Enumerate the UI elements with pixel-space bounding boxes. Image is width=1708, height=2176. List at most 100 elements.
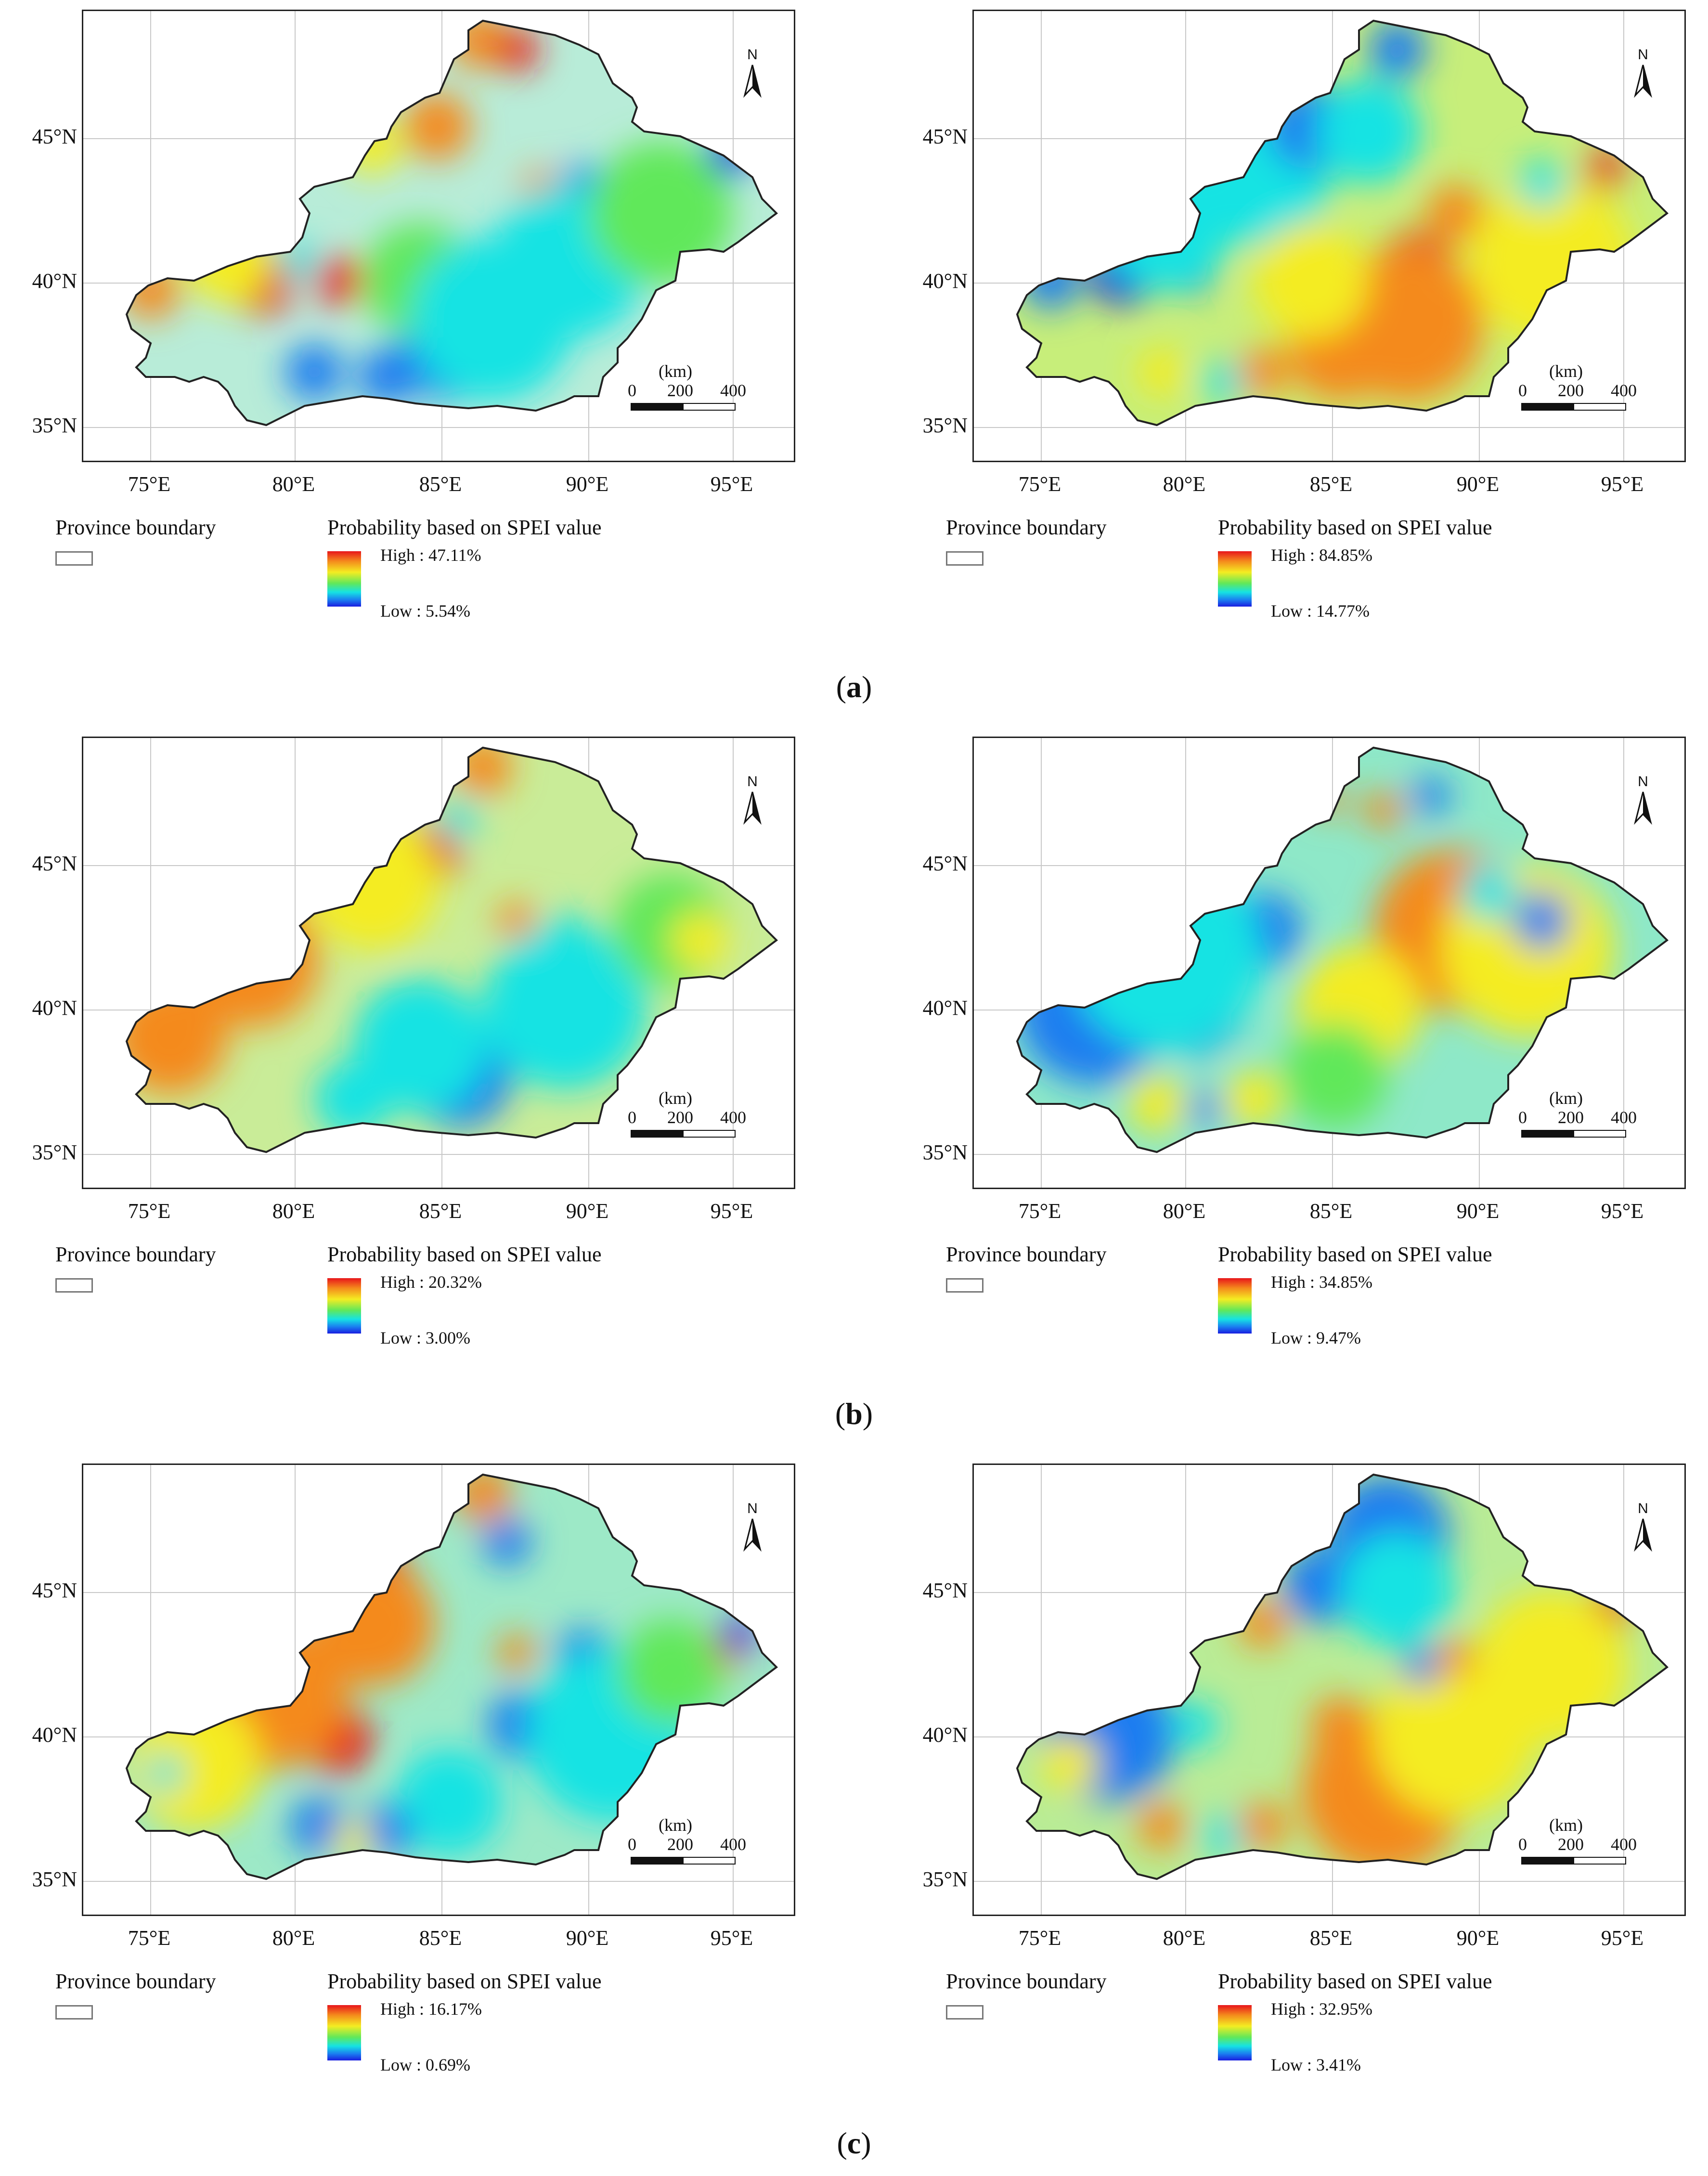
legend-boundary-title: Province boundary <box>55 516 216 539</box>
scale-bar: (km) 0 200 400 <box>1518 1815 1637 1865</box>
legend-high-value: High : 16.17% <box>380 1999 482 2019</box>
lon-label-90: 90°E <box>566 472 609 496</box>
north-arrow: N <box>743 47 762 98</box>
hotspot <box>1203 360 1246 403</box>
hotspot <box>310 1561 435 1686</box>
hotspot <box>360 1804 413 1857</box>
hotspot <box>1188 1092 1222 1126</box>
legend-boundary-title: Province boundary <box>946 516 1107 539</box>
svg-text:0: 0 <box>628 381 636 400</box>
hotspot <box>184 892 319 1027</box>
svg-text:400: 400 <box>720 1835 746 1854</box>
lat-label-35: 35°N <box>32 1140 77 1164</box>
legend-probability-title: Probability based on SPEI value <box>1218 1969 1492 1993</box>
scale-bar: (km) 0 200 400 <box>628 1088 746 1138</box>
hotspot <box>1239 348 1287 396</box>
lon-label-80: 80°E <box>1163 472 1206 496</box>
hotspot <box>1518 160 1566 208</box>
lon-label-90: 90°E <box>1456 472 1500 496</box>
svg-text:N: N <box>747 1501 758 1516</box>
svg-text:(km): (km) <box>659 1088 692 1108</box>
legend-boundary-title: Province boundary <box>946 1243 1107 1266</box>
hotspot <box>1330 247 1484 401</box>
hotspot <box>1203 1814 1246 1857</box>
svg-text:200: 200 <box>667 381 693 400</box>
hotspot <box>497 902 536 940</box>
map-frame: N (km) 0 200 400 <box>82 10 795 462</box>
hotspot <box>1585 151 1624 189</box>
svg-text:0: 0 <box>628 1108 636 1127</box>
lat-label-45: 45°N <box>32 852 77 875</box>
hotspot <box>1373 1653 1537 1816</box>
lon-label-85: 85°E <box>1309 472 1353 496</box>
lat-label-45: 45°N <box>922 125 968 148</box>
hotspot <box>1316 78 1422 184</box>
lat-label-40: 40°N <box>32 996 77 1020</box>
lon-label-75: 75°E <box>1018 1199 1061 1223</box>
lon-label-80: 80°E <box>1163 1199 1206 1223</box>
legend-boundary-title: Province boundary <box>946 1969 1107 1993</box>
svg-text:N: N <box>747 774 758 790</box>
legend-probability-title: Probability based on SPEI value <box>1218 1243 1492 1266</box>
hotspot <box>618 1619 724 1725</box>
hotspot <box>358 348 415 406</box>
legend-low-value: Low : 0.69% <box>380 2055 470 2074</box>
lon-label-75: 75°E <box>128 1199 171 1223</box>
hotspot <box>1070 858 1263 1051</box>
legend-boundary-swatch <box>55 2005 93 2020</box>
hotspot <box>1369 21 1426 78</box>
north-arrow: N <box>1634 47 1652 98</box>
north-arrow: N <box>743 774 762 825</box>
lon-label-80: 80°E <box>272 472 315 496</box>
north-arrow: N <box>743 1501 762 1552</box>
hotspot <box>1138 348 1186 396</box>
lon-label-75: 75°E <box>128 1926 171 1950</box>
legend-high-value: High : 84.85% <box>1271 545 1372 565</box>
svg-text:0: 0 <box>1518 381 1527 400</box>
map-panel-a-right: N (km) 0 200 400 45°N 40°N 35°N 75°E 80°… <box>891 10 1686 621</box>
province-boundary <box>1016 1473 1669 1880</box>
hotspot <box>1128 1075 1186 1133</box>
hotspot <box>305 815 440 950</box>
hotspot <box>1253 223 1369 338</box>
hotspot <box>1239 1600 1287 1648</box>
caption-a: (a) <box>836 670 872 704</box>
lon-label-85: 85°E <box>419 472 462 496</box>
lat-label-40: 40°N <box>922 996 968 1020</box>
svg-text:(km): (km) <box>1549 362 1583 381</box>
svg-text:400: 400 <box>720 381 746 400</box>
lon-label-75: 75°E <box>1018 472 1061 496</box>
svg-text:400: 400 <box>720 1108 746 1127</box>
hotspot <box>403 93 471 160</box>
lon-label-95: 95°E <box>710 1199 753 1223</box>
legend-boundary-title: Province boundary <box>55 1243 216 1266</box>
hotspot <box>285 343 343 401</box>
map-frame: N (km) 0 200 400 <box>972 737 1686 1189</box>
legend-color-ramp <box>327 551 361 607</box>
hotspot <box>1412 777 1450 815</box>
lon-label-90: 90°E <box>566 1926 609 1950</box>
lon-label-85: 85°E <box>1309 1926 1353 1950</box>
hotspot <box>440 801 478 839</box>
lat-label-45: 45°N <box>32 125 77 148</box>
lat-label-40: 40°N <box>32 269 77 293</box>
svg-text:(km): (km) <box>659 1815 692 1835</box>
lon-label-95: 95°E <box>1601 1926 1644 1950</box>
legend-low-value: Low : 9.47% <box>1271 1328 1361 1347</box>
hotspot <box>396 1749 502 1855</box>
map-canvas: N (km) 0 200 400 <box>974 11 1684 461</box>
hotspot <box>146 1754 184 1792</box>
legend-boundary-title: Province boundary <box>55 1969 216 1993</box>
legend-probability-title: Probability based on SPEI value <box>327 1243 602 1266</box>
province-boundary <box>1016 19 1669 427</box>
hotspot <box>314 257 362 305</box>
map-panel-b-left: N (km) 0 200 400 45°N 40°N 35°N 75°E 80°… <box>0 737 795 1347</box>
svg-text:200: 200 <box>1558 1108 1584 1127</box>
legend-color-ramp <box>327 1278 361 1334</box>
lon-label-75: 75°E <box>1018 1926 1061 1950</box>
hotspot <box>721 1617 755 1650</box>
svg-text:N: N <box>1638 774 1648 790</box>
legend-boundary-swatch <box>55 551 93 566</box>
svg-text:200: 200 <box>1558 1835 1584 1854</box>
svg-text:(km): (km) <box>1549 1815 1583 1835</box>
